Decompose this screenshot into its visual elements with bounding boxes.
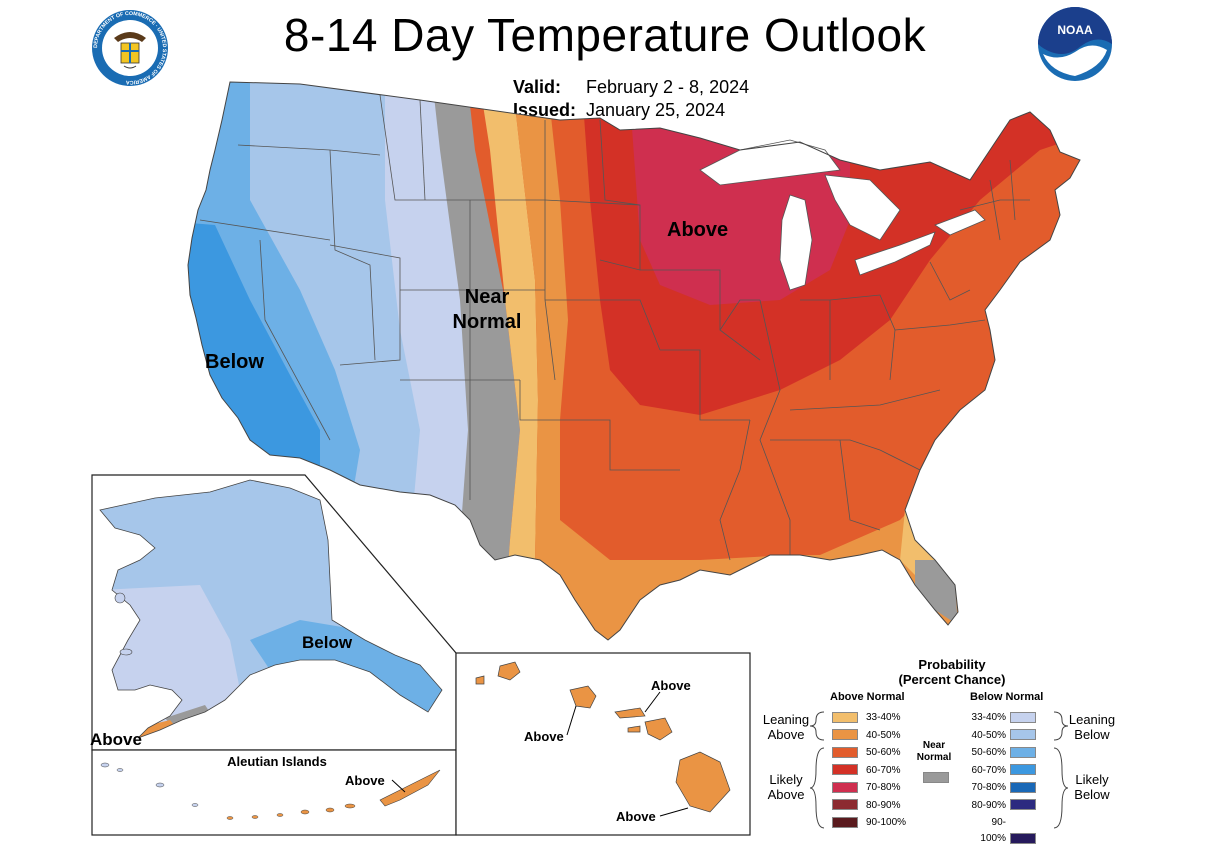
legend-above-range: 33-40% — [866, 712, 901, 723]
legend-below-swatch — [1010, 781, 1036, 793]
legend-below-swatch — [1010, 711, 1036, 723]
legend-above-range: 40-50% — [866, 729, 901, 741]
legend-above-swatch — [832, 816, 858, 828]
legend-below-range: 50-60% — [971, 747, 1006, 758]
legend-below-row: 60-70% — [968, 763, 1036, 779]
legend-below-row: 33-40% — [968, 710, 1036, 726]
label-conus-above: Above — [667, 219, 728, 241]
legend-leaning-below: Leaning Below — [1056, 712, 1128, 742]
map-title: 8-14 Day Temperature Outlook — [283, 9, 927, 61]
legend-below-swatch — [1010, 799, 1036, 811]
legend-below-range: 33-40% — [971, 712, 1006, 723]
legend-above-range: 90-100% — [866, 817, 907, 828]
legend-above-row: 33-40% — [832, 710, 900, 726]
likely-below-line2: Below — [1074, 787, 1110, 802]
legend-below-row: 40-50% — [968, 728, 1036, 744]
leaning-above-line2: Above — [767, 727, 805, 742]
svg-text:NOAA: NOAA — [1057, 23, 1093, 37]
likely-above-line1: Likely — [769, 772, 803, 787]
legend-below-swatch — [1010, 746, 1036, 758]
aleutian-inset — [91, 749, 457, 836]
valid-value: February 2 - 8, 2024 — [586, 77, 750, 97]
legend-near-line1: Near — [922, 740, 946, 751]
legend-below-row: 70-80% — [968, 780, 1036, 796]
valid-line: Valid: February 2 - 8, 2024 — [513, 76, 749, 99]
legend-below-row: 80-90% — [968, 798, 1036, 814]
label-alaska-above: Above — [90, 730, 142, 749]
label-aleutian-title: Aleutian Islands — [227, 754, 327, 769]
legend-above-row: 50-60% — [832, 745, 900, 761]
probability-legend: Probability (Percent Chance) Above Norma… — [752, 652, 1210, 844]
date-block: Valid: February 2 - 8, 2024 Issued: Janu… — [513, 76, 749, 122]
legend-likely-below: Likely Below — [1056, 772, 1128, 802]
legend-title-line2: (Percent Chance) — [898, 672, 1006, 687]
legend-above-swatch — [832, 781, 858, 793]
legend-above-row: 70-80% — [832, 780, 900, 796]
legend-above-row: 60-70% — [832, 763, 900, 779]
legend-above-swatch — [832, 711, 858, 723]
legend-above-range: 60-70% — [866, 764, 901, 776]
legend-below-range: 40-50% — [971, 729, 1006, 741]
legend-above-swatch — [832, 799, 858, 811]
legend-below-row: 50-60% — [968, 745, 1036, 761]
legend-below-swatch — [1010, 729, 1036, 741]
leaning-below-line1: Leaning — [1068, 712, 1116, 727]
label-aleutian-above: Above — [345, 773, 385, 788]
label-hawaii-above-2: Above — [524, 729, 564, 744]
label-hawaii-above-1: Above — [651, 678, 691, 693]
legend-above-swatch — [832, 746, 858, 758]
hawaii-inset — [455, 652, 751, 836]
legend-above-row: 40-50% — [832, 728, 900, 744]
legend-below-range: 70-80% — [971, 782, 1006, 793]
issued-line: Issued: January 25, 2024 — [513, 99, 749, 122]
great-lakes — [699, 139, 986, 291]
legend-above-swatch — [832, 729, 858, 741]
legend-above-range: 70-80% — [866, 782, 901, 793]
legend-leaning-above: Leaning Above — [756, 712, 816, 742]
alaska-inset — [91, 474, 457, 751]
legend-near-line2: Normal — [916, 752, 952, 763]
commerce-seal-icon: DEPARTMENT OF COMMERCE · UNITED STATES O… — [92, 10, 168, 86]
label-conus-near: Near — [465, 286, 510, 308]
issued-value: January 25, 2024 — [586, 100, 726, 120]
label-conus-normal: Normal — [453, 311, 522, 333]
label-hawaii-above-3: Above — [616, 809, 656, 824]
legend-title: Probability (Percent Chance) — [852, 657, 1052, 687]
likely-below-line1: Likely — [1075, 772, 1109, 787]
legend-below-swatch — [1010, 764, 1036, 776]
legend-below-range: 80-90% — [971, 799, 1006, 811]
legend-braces — [809, 711, 1069, 829]
legend-above-range: 80-90% — [866, 799, 901, 811]
map-labels: Above Near Normal Below Below Above Aleu… — [90, 219, 728, 824]
label-alaska-below: Below — [302, 633, 353, 652]
legend-above-range: 50-60% — [866, 747, 901, 758]
likely-above-line2: Above — [767, 787, 805, 802]
legend-above-row: 80-90% — [832, 798, 900, 814]
noaa-logo-icon: NOAA — [1038, 7, 1112, 81]
legend-above-swatch — [832, 764, 858, 776]
legend-near-normal-swatch — [923, 772, 949, 783]
legend-likely-above: Likely Above — [756, 772, 816, 802]
leaning-below-line2: Below — [1074, 727, 1110, 742]
label-conus-below: Below — [205, 351, 264, 373]
legend-below-header: Below Normal — [970, 691, 1044, 703]
legend-below-range: 60-70% — [971, 764, 1006, 776]
legend-title-line1: Probability — [918, 657, 986, 672]
valid-label: Valid: — [513, 77, 562, 97]
legend-above-row: 90-100% — [832, 815, 906, 831]
leaning-above-line1: Leaning — [762, 712, 810, 727]
legend-near-normal-label: Near Normal — [912, 740, 956, 764]
label-leader-lines — [391, 691, 689, 817]
legend-above-header: Above Normal — [830, 691, 905, 703]
issued-label: Issued: — [513, 100, 577, 120]
